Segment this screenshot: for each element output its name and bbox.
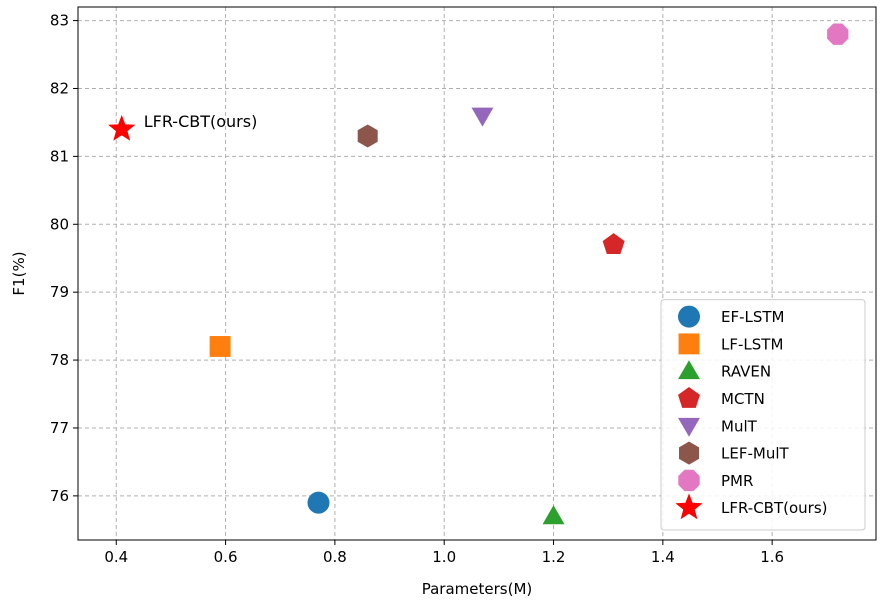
x-tick-label: 1.2 [542, 548, 566, 566]
point-mctn [602, 233, 625, 254]
x-tick-label: 1.0 [432, 548, 456, 566]
y-tick-label: 83 [50, 12, 69, 30]
grid [78, 7, 876, 540]
x-tick-label: 1.6 [760, 548, 784, 566]
y-tick-label: 81 [50, 147, 69, 165]
x-tick-label: 0.6 [214, 548, 238, 566]
x-tick-label: 0.8 [323, 548, 347, 566]
y-tick-label: 78 [50, 351, 69, 369]
point-raven [542, 505, 565, 525]
legend-marker-pmr [678, 469, 700, 492]
x-tick-label: 1.4 [651, 548, 675, 566]
legend-label: LF-LSTM [721, 335, 783, 353]
y-tick-label: 77 [50, 419, 69, 437]
legend-label: PMR [721, 472, 753, 490]
point-ef-lstm [307, 491, 330, 514]
y-tick-label: 80 [50, 215, 69, 233]
point-lef-mult [357, 124, 378, 148]
annotation-label: LFR-CBT(ours) [144, 112, 258, 131]
legend-label: LFR-CBT(ours) [721, 499, 828, 517]
annotations: LFR-CBT(ours) [144, 112, 258, 131]
legend-marker-ef-lstm [678, 305, 700, 328]
y-tick-label: 76 [50, 487, 69, 505]
data-points [108, 23, 849, 525]
legend-marker-mctn [678, 386, 700, 408]
legend-box [660, 299, 866, 531]
x-axis-label: Parameters(M) [422, 580, 533, 598]
x-tick-label: 0.4 [104, 548, 128, 566]
legend-label: RAVEN [721, 363, 771, 381]
point-lf-lstm [209, 336, 231, 357]
point-mult [471, 107, 494, 127]
point-pmr [827, 23, 849, 45]
y-tick-label: 82 [50, 79, 69, 97]
legend-label: LEF-MulT [721, 445, 789, 463]
legend-label: MCTN [721, 390, 765, 408]
plot-frame [77, 6, 877, 541]
legend: EF-LSTM LF-LSTM RAVEN MCTN MulT LEF-MulT PMR LF… [660, 299, 866, 531]
legend-marker-lf-lstm [678, 333, 700, 355]
y-axis-label: F1(%) [10, 251, 28, 295]
axis-ticks: 0.4 0.6 0.8 1.0 1.2 1.4 1.6 76 77 78 79 80 81 82 83 [50, 12, 784, 566]
legend-label: MulT [721, 417, 758, 435]
point-lfr-cbt-ours [108, 114, 136, 141]
legend-marker-lfr-cbt-ours [675, 493, 703, 520]
legend-marker-lef-mult [679, 441, 699, 465]
legend-label: EF-LSTM [721, 308, 785, 326]
legend-marker-mult [678, 417, 700, 437]
legend-marker-raven [678, 360, 700, 380]
y-tick-label: 79 [50, 283, 69, 301]
